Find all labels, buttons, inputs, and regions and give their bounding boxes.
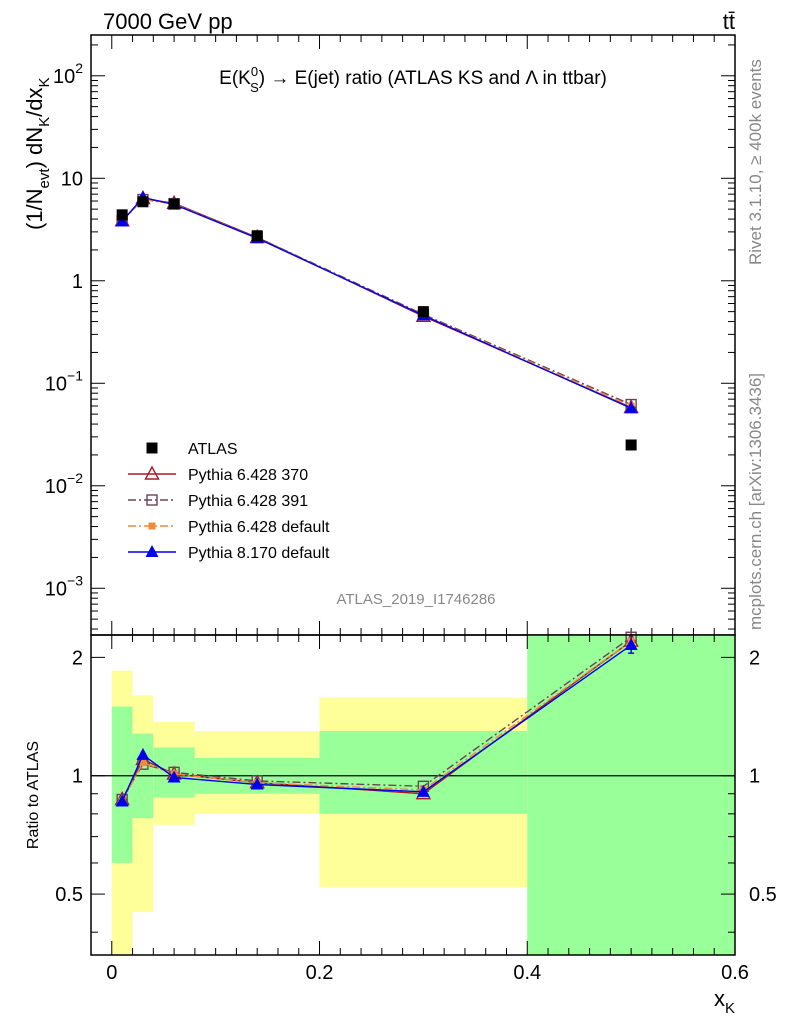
- ratio-y-tick-label-left: 0.5: [55, 884, 83, 906]
- y-tick-label: 10: [61, 168, 83, 190]
- ratio-point-p8def: [167, 770, 181, 783]
- legend-label-atlas: ATLAS: [188, 441, 238, 458]
- x-tick-label: 0: [106, 962, 117, 984]
- main-panel: E(K0 S) → E(jet) ratio (ATLAS KS and Λ in…: [22, 34, 736, 636]
- series-p8def: [115, 190, 638, 414]
- ratio-point-p8def: [115, 794, 129, 807]
- series-atlas: [116, 196, 637, 451]
- y-tick-exponent: −3: [67, 572, 83, 588]
- chart-title: E(K0 S) → E(jet) ratio (ATLAS KS and Λ in…: [219, 64, 607, 95]
- rivet-version-label: Rivet 3.1.10, ≥ 400k events: [746, 59, 765, 265]
- ratio-axis-ticks: 0.5 0.5 1 1 2 2 0 0.2 0.4 0.6: [55, 635, 777, 984]
- y-tick-label: 10−2: [45, 470, 83, 498]
- ratio-panel: 0.5 0.5 1 1 2 2 0 0.2 0.4 0.6 Ratio to ATLAS xK: [25, 631, 777, 1017]
- ratio-y-tick-label-right: 2: [749, 647, 760, 669]
- data-point-atlas: [417, 306, 429, 318]
- series-p6def: [118, 195, 635, 410]
- process-label: tt̄: [723, 9, 735, 34]
- ratio-line-p8def: [121, 644, 632, 802]
- analysis-id-label: ATLAS_2019_I1746286: [336, 591, 495, 608]
- series-line-p6def: [121, 198, 632, 407]
- ratio-y-tick-label-left: 2: [72, 647, 83, 669]
- y-tick-exponent: 2: [75, 60, 83, 76]
- ratio-point-p8def: [416, 784, 430, 797]
- ratio-uncertainty-bands: [111, 635, 735, 955]
- ratio-y-tick-label-left: 1: [72, 766, 83, 788]
- y-tick-exponent: −2: [67, 470, 83, 486]
- energy-label: 7000 GeV pp: [103, 9, 233, 34]
- ratio-panel-frame: [90, 634, 736, 956]
- main-series: [114, 190, 639, 451]
- y-tick-exponent: −1: [67, 367, 83, 383]
- y-tick-label: 1: [72, 271, 83, 293]
- ratio-y-tick-label-right: 1: [749, 766, 760, 788]
- legend-marker-p8def: [145, 545, 159, 557]
- y-tick-label: 102: [53, 60, 83, 88]
- y-tick-base: 10: [45, 578, 67, 600]
- x-tick-label: 0.2: [306, 962, 334, 984]
- x-axis-label: xK: [714, 986, 735, 1017]
- ratio-series: [114, 631, 639, 807]
- x-tick-label: 0.6: [721, 962, 749, 984]
- legend-label-p6def: Pythia 6.428 default: [188, 519, 330, 536]
- uncertainty-band-inner: [527, 635, 735, 955]
- mcplots-label: mcplots.cern.ch [arXiv:1306.3436]: [746, 373, 765, 630]
- ratio-point-p6def: [139, 759, 147, 767]
- data-point-p8def: [115, 214, 129, 227]
- legend-label-p370: Pythia 6.428 370: [188, 467, 308, 484]
- series-line-p8def: [121, 196, 632, 409]
- legend-label-p8def: Pythia 8.170 default: [188, 545, 330, 562]
- legend-marker-p391: [146, 494, 158, 506]
- data-point-atlas: [625, 439, 637, 451]
- y-tick-label: 10−3: [45, 572, 83, 600]
- ratio-point-p8def: [136, 747, 150, 760]
- series-p391: [116, 193, 637, 411]
- uncertainty-band-inner: [111, 706, 133, 863]
- x-tick-label: 0.4: [513, 962, 541, 984]
- ratio-y-axis-label: Ratio to ATLAS: [25, 741, 42, 849]
- series-line-p370: [121, 197, 632, 409]
- ratio-point-p8def: [250, 777, 264, 790]
- series-p370: [114, 190, 639, 414]
- data-point-atlas: [137, 196, 149, 208]
- uncertainty-band-inner: [319, 730, 528, 814]
- legend-marker-atlas: [146, 442, 158, 454]
- ratio-line-p6def: [121, 640, 632, 802]
- y-tick-base: 10: [45, 373, 67, 395]
- data-point-atlas: [116, 209, 128, 221]
- y-tick-base: 10: [45, 476, 67, 498]
- data-point-p8def: [624, 401, 638, 414]
- legend-marker-p370: [144, 465, 160, 480]
- y-tick-label: 10−1: [45, 367, 83, 395]
- ratio-y-tick-label-right: 0.5: [749, 884, 777, 906]
- main-y-axis-label: (1/Nevt) dNK/dxK: [22, 77, 53, 230]
- data-point-atlas: [168, 198, 180, 210]
- ratio-series-p8def: [115, 638, 638, 807]
- series-line-p391: [121, 198, 632, 406]
- legend-marker-p6def: [148, 522, 156, 530]
- data-point-atlas: [251, 230, 263, 242]
- y-tick-base: 10: [53, 66, 75, 88]
- legend: ATLAS Pythia 6.428 370 Pythia 6.428 391 Pyt…: [128, 441, 330, 562]
- legend-label-p391: Pythia 6.428 391: [188, 493, 308, 510]
